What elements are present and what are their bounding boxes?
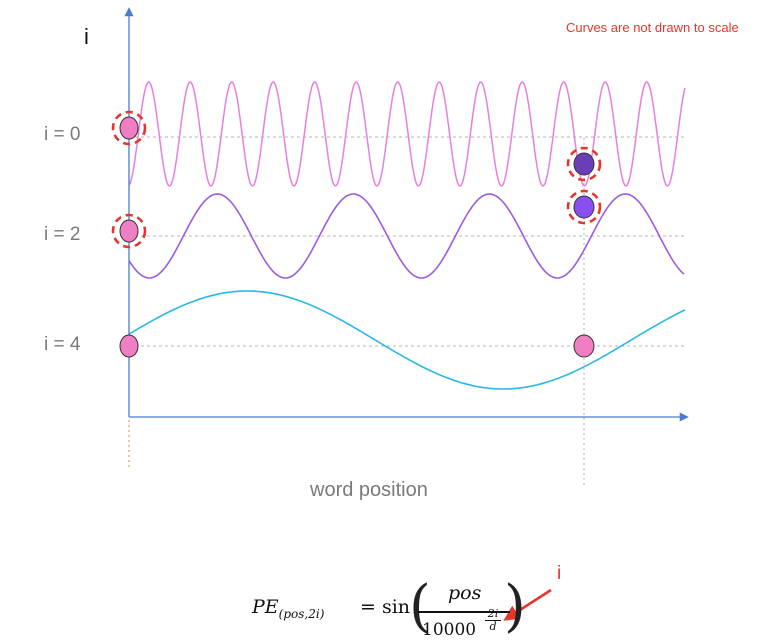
- formula-exponent: 2i d: [485, 608, 501, 633]
- y-axis-label: i: [84, 24, 89, 49]
- highlight-i2-origin: [111, 213, 147, 249]
- formula-sin: = sin: [360, 596, 411, 618]
- dot-i2-position: [573, 195, 595, 219]
- formula-lhs: PE(pos,2i): [252, 596, 325, 621]
- formula-left-paren: (: [409, 574, 431, 639]
- formula-numerator: pos: [448, 582, 482, 604]
- dot-i2-origin: [119, 219, 139, 243]
- row-label-i2: i = 2: [44, 224, 81, 245]
- x-axis-label: word position: [310, 479, 428, 501]
- dot-i4-position: [573, 334, 595, 358]
- formula-right-paren: ): [504, 574, 526, 639]
- row-label-i0: i = 0: [44, 124, 81, 145]
- highlight-i0-origin: [111, 110, 147, 146]
- formula-fraction-bar: [418, 611, 510, 613]
- wave-i4: [128, 290, 686, 390]
- highlight-i0-position: [566, 146, 602, 182]
- dot-i0-origin: [119, 116, 139, 140]
- exponent-pointer-label: i: [557, 563, 562, 584]
- dot-i0-position: [573, 152, 595, 176]
- wave-i2: [128, 193, 685, 279]
- exponent-pointer-arrow: [503, 588, 552, 621]
- wave-i0: [128, 81, 686, 187]
- row-label-i4: i = 4: [44, 334, 81, 355]
- scale-note: Curves are not drawn to scale: [566, 20, 739, 35]
- highlight-i2-position: [566, 189, 602, 225]
- dot-i4-origin: [119, 334, 139, 358]
- formula-base: 10000: [422, 620, 477, 640]
